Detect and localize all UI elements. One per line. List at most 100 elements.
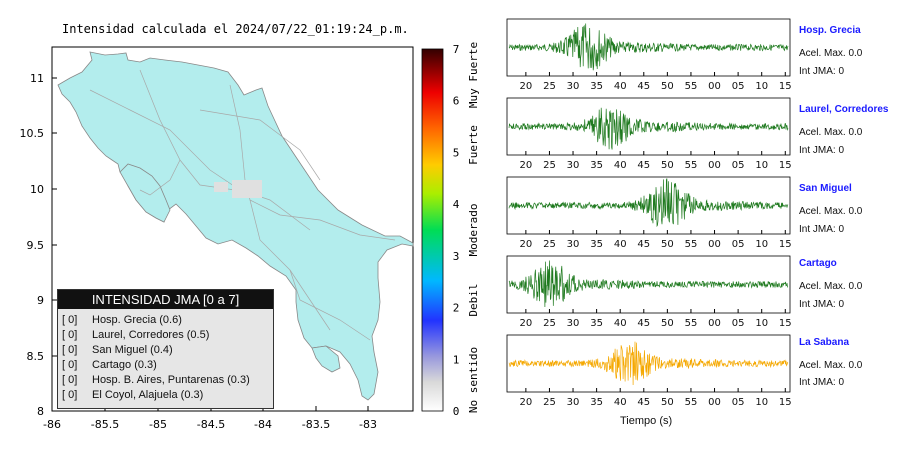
waveform-panel: 20 25 30 35 40 45 50 55 00 05 10 15 [506,97,792,171]
waveform-panel: 20 25 30 35 40 45 50 55 00 05 10 15 [506,255,792,329]
road-7 [199,109,321,181]
station-name: Cartago [799,258,837,269]
waveform-trace [508,341,789,386]
waveform-tick-label: 20 [519,81,532,92]
colorbar-tick-label: 2 [453,302,460,315]
waveform-tick-label: 50 [661,81,674,92]
x-tick-label: -84.5 [197,418,225,431]
station-acel: Acel. Max. 0.0 [799,360,863,371]
station-name: La Sabana [799,337,850,348]
waveform-tick-label: 20 [519,318,532,329]
colorbar-tick-label: 1 [453,353,460,366]
colorbar-level-label: Fuerte [467,125,480,165]
waveform-tick-label: 50 [661,318,674,329]
waveform-trace [508,107,789,150]
legend-item-label: Laurel, Corredores (0.5) [92,329,210,341]
waveform-tick-label: 10 [755,81,768,92]
x-tick-label: -85.5 [91,418,119,431]
waveform-tick-label: 20 [519,239,532,250]
waveform-tick-label: 10 [755,239,768,250]
waveform-tick-label: 15 [779,81,792,92]
osa-peninsula [311,345,341,373]
waveform-tick-label: 05 [732,81,745,92]
colorbar-tick-label: 7 [453,43,460,56]
road-6 [289,269,371,341]
nicoya-peninsula [119,163,171,223]
waveform-tick-label: 20 [519,397,532,408]
waveform-trace [508,178,789,228]
waveform-tick-label: 25 [543,318,556,329]
waveform-tick-label: 35 [590,397,603,408]
waveform-panel: 20 25 30 35 40 45 50 55 00 05 10 15 [506,334,792,408]
station-int: Int JMA: 0 [799,145,845,156]
waveform-tick-label: 45 [637,239,650,250]
legend-item-level: [ 0] [62,314,78,326]
waveform-tick-label: 00 [708,160,721,171]
waveform-tick-label: 40 [614,318,627,329]
city-block [214,182,228,192]
road-3 [229,84,331,331]
waveform-tick-label: 30 [567,397,580,408]
station-acel: Acel. Max. 0.0 [799,48,863,59]
legend-item: [ 0] Hosp. Grecia (0.6) [58,313,273,328]
x-tick-label: -83 [359,418,377,431]
waveform-tick-label: 40 [614,160,627,171]
waveform-tick-label: 45 [637,81,650,92]
colorbar-level-label: Muy Fuerte [467,42,480,108]
legend-item: [ 0] Hosp. B. Aires, Puntarenas (0.3) [58,373,273,388]
legend-item-level: [ 0] [62,344,78,356]
legend-item: [ 0] Cartago (0.3) [58,358,273,373]
road-5 [139,159,181,196]
legend-item-label: Hosp. B. Aires, Puntarenas (0.3) [92,374,250,386]
waveform-tick-label: 15 [779,160,792,171]
waveform-tick-label: 40 [614,81,627,92]
legend-item-level: [ 0] [62,359,78,371]
station-int: Int JMA: 0 [799,299,845,310]
station-name: Hosp. Grecia [799,25,861,36]
legend-title: INTENSIDAD JMA [0 a 7] [58,290,273,309]
colorbar-tick-label: 3 [453,250,460,263]
waveform-tick-label: 00 [708,81,721,92]
legend-item-level: [ 0] [62,329,78,341]
y-tick-label: 10 [30,183,44,196]
y-tick-label: 9.5 [27,239,45,252]
y-axis-ticks: 11 10.5 10 9.5 9 8.5 8 [20,72,57,418]
road-1 [89,89,311,231]
station-int: Int JMA: 0 [799,224,845,235]
city-cluster [214,180,262,198]
waveform-tick-label: 15 [779,318,792,329]
waveform-trace [508,260,789,308]
waveform-tick-label: 00 [708,239,721,250]
waveform-tick-label: 45 [637,318,650,329]
waveform-tick-label: 10 [755,397,768,408]
waveform-tick-label: 50 [661,397,674,408]
waveform-tick-label: 25 [543,397,556,408]
colorbar-level-label: No sentido [467,347,480,413]
y-tick-label: 8.5 [27,350,45,363]
x-axis-label: Tiempo (s) [620,415,673,427]
waveform-tick-label: 45 [637,397,650,408]
waveform-tick-label: 15 [779,397,792,408]
waveform-tick-label: 50 [661,160,674,171]
map-title: Intensidad calculada el 2024/07/22_01:19… [62,22,409,36]
waveform-tick-label: 15 [779,239,792,250]
legend-item-level: [ 0] [62,389,78,401]
waveform-tick-label: 05 [732,397,745,408]
waveform-tick-label: 35 [590,318,603,329]
waveform-tick-label: 40 [614,239,627,250]
station-acel: Acel. Max. 0.0 [799,127,863,138]
waveform-tick-label: 30 [567,160,580,171]
x-axis-ticks: -86 -85.5 -85 -84.5 -84 -83.5 -83 [43,406,377,431]
station-name: Laurel, Corredores [799,104,889,115]
legend-item-label: Hosp. Grecia (0.6) [92,314,182,326]
waveform-trace [508,23,789,71]
station-name: San Miguel [799,183,852,194]
intensity-legend: INTENSIDAD JMA [0 a 7] [ 0] Hosp. Grecia … [57,289,274,409]
station-acel: Acel. Max. 0.0 [799,281,863,292]
waveform-tick-label: 10 [755,318,768,329]
waveform-panel: 20 25 30 35 40 45 50 55 00 05 10 15 [506,18,792,92]
station-acel: Acel. Max. 0.0 [799,206,863,217]
waveform-tick-label: 35 [590,160,603,171]
waveform-tick-label: 20 [519,160,532,171]
waveform-tick-label: 25 [543,239,556,250]
